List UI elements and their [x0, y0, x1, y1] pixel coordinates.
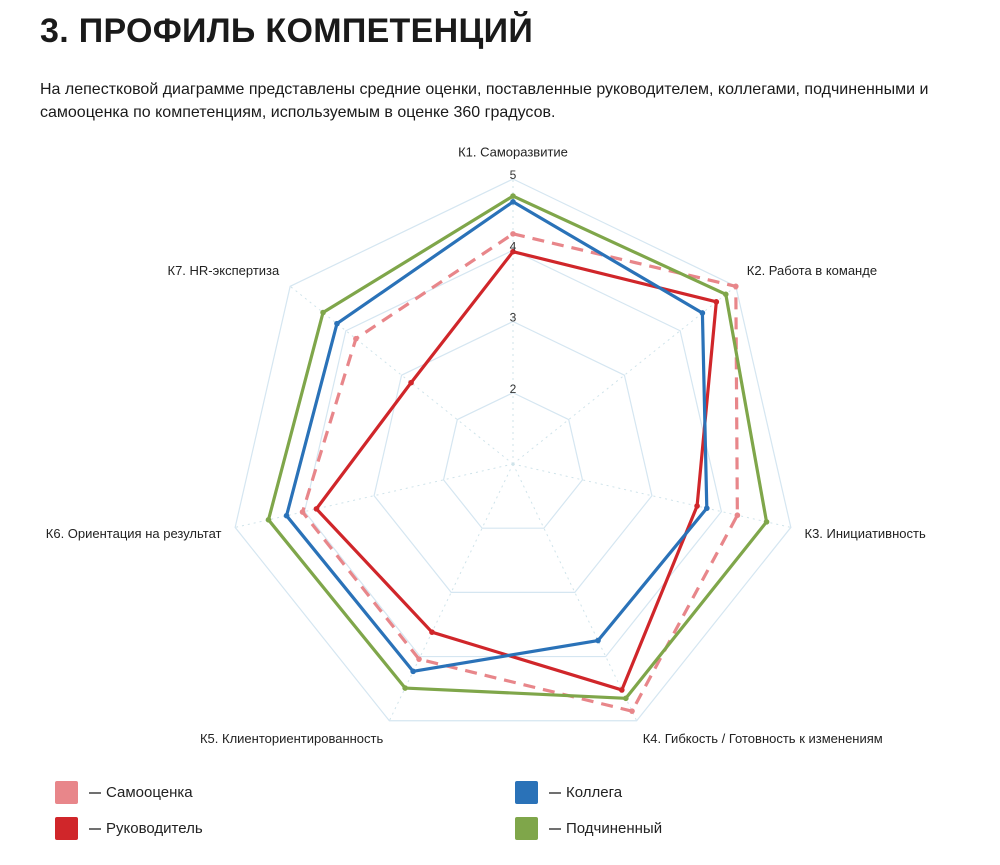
- series-point: [353, 335, 359, 342]
- series-line: [266, 194, 769, 700]
- series-point: [416, 656, 422, 662]
- grid-ring: [234, 178, 792, 722]
- page-title: 3. ПРОФИЛЬ КОМПЕТЕНЦИЙ: [40, 12, 534, 50]
- series-point: [402, 685, 408, 691]
- series-point: [313, 506, 320, 512]
- legend-swatch: [515, 781, 538, 804]
- series-point: [510, 193, 516, 199]
- series-point: [733, 283, 739, 290]
- series-point: [510, 199, 516, 205]
- series-point: [265, 517, 272, 523]
- legend-label: Руководитель: [106, 820, 203, 837]
- category-label: К4. Гибкость / Готовность к изменениям: [643, 731, 883, 746]
- series-point: [334, 320, 340, 327]
- series-point: [734, 512, 741, 519]
- legend-swatch: [55, 781, 78, 804]
- series-point: [283, 512, 290, 519]
- category-label: К6. Ориентация на результат: [46, 526, 222, 541]
- series-point: [410, 668, 416, 675]
- series-point: [722, 291, 729, 298]
- legend-swatch: [55, 817, 78, 840]
- r-tick-label: 4: [510, 239, 517, 253]
- series-point: [704, 505, 710, 512]
- grid-ring: [442, 392, 584, 529]
- series-point: [429, 629, 435, 635]
- legend-label: Самооценка: [106, 784, 193, 801]
- page-description: На лепестковой диаграмме представлены ср…: [40, 81, 929, 121]
- series-point: [595, 637, 601, 644]
- category-label: К3. Инициативность: [805, 526, 926, 541]
- series-point: [763, 519, 770, 525]
- series-point: [694, 503, 700, 509]
- category-label: К5. Клиенториентированность: [200, 731, 384, 746]
- series-point: [299, 509, 306, 515]
- legend-label: Подчиненный: [566, 820, 662, 837]
- legend-swatch: [515, 817, 538, 840]
- r-tick-label: 2: [510, 382, 517, 396]
- series-line: [314, 250, 718, 692]
- series-point: [699, 310, 706, 316]
- series-point: [510, 248, 516, 255]
- series-point: [320, 309, 326, 316]
- series-line: [300, 232, 739, 713]
- series-point: [510, 231, 516, 237]
- series-point: [713, 299, 720, 305]
- series-point: [629, 708, 635, 714]
- category-label: К7. HR-экспертиза: [168, 263, 280, 278]
- grid-ring: [373, 320, 653, 593]
- series-point: [408, 379, 414, 386]
- series-point: [623, 695, 629, 702]
- r-tick-label: 5: [510, 168, 517, 182]
- series-line: [284, 200, 709, 673]
- category-label: К2. Работа в команде: [747, 263, 877, 278]
- category-label: К1. Саморазвитие: [458, 144, 568, 159]
- series-point: [619, 687, 625, 693]
- legend-label: Коллега: [566, 784, 623, 801]
- r-tick-label: 3: [510, 311, 517, 325]
